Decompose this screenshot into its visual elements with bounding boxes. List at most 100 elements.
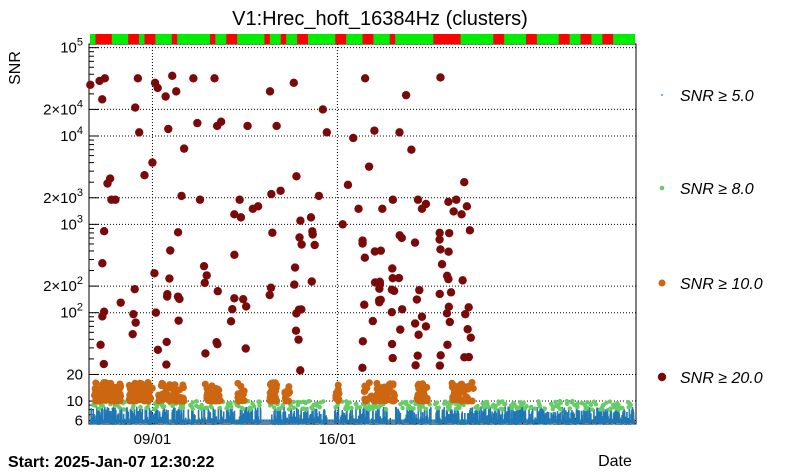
data-point [291,399,296,405]
data-point [239,405,245,411]
data-point [550,412,553,423]
data-point [194,399,199,404]
data-point [346,410,348,423]
data-point [97,422,99,425]
data-point [196,422,198,425]
data-point [219,422,221,425]
data-point [414,391,422,399]
data-point [241,302,251,311]
data-point [540,407,543,423]
data-point [299,422,302,425]
data-point [150,269,159,278]
data-point [363,414,366,423]
data-point [290,409,293,423]
data-point [349,410,352,423]
data-point [306,213,316,222]
data-point [158,414,161,423]
data-point [388,264,397,273]
data-point [475,415,478,423]
data-point [515,422,518,425]
data-point [265,290,274,300]
data-point [322,128,332,137]
data-point [633,422,636,425]
data-point [305,422,308,425]
data-point [257,407,259,423]
legend-label: SNR ≥ 8.0 [680,181,754,198]
data-point [361,382,369,390]
data-point [509,405,514,411]
data-point [112,422,114,425]
data-point [211,422,213,425]
data-point [397,233,406,243]
data-point [96,406,102,411]
data-point [426,407,428,423]
data-point [99,227,109,236]
data-point [439,422,442,425]
data-point [448,414,450,423]
data-point [190,400,196,405]
data-point [277,422,279,425]
data-point [114,407,116,423]
data-point [420,407,422,423]
y-tick-label: 105 [60,37,83,57]
data-point [367,422,370,425]
data-point [572,402,577,408]
data-point [436,410,439,423]
data-point [570,412,572,423]
data-point [410,238,420,247]
data-point [202,271,211,280]
data-point [528,405,533,411]
y-axis-label: SNR [7,51,24,85]
data-point [387,307,397,317]
data-point [610,410,612,423]
data-point [303,412,305,423]
data-point [407,145,416,154]
data-point [514,422,516,425]
data-point [415,385,423,393]
data-point [343,413,346,423]
data-point [151,413,154,423]
data-point [189,74,198,83]
data-point [386,411,388,423]
data-point [359,408,361,423]
data-point [351,415,354,423]
data-point [178,407,181,423]
data-point [318,105,328,114]
data-point [604,412,606,423]
series-band [90,419,635,423]
data-point [458,397,466,405]
data-point [406,406,408,423]
data-point [137,422,139,425]
data-point [485,422,488,425]
data-point [103,409,105,423]
y-tick-label: 20 [66,366,83,383]
data-point [428,408,431,423]
data-point [355,407,357,423]
data-point [271,414,273,423]
data-point [313,422,316,425]
legend-marker [658,279,666,287]
data-point [515,406,518,423]
data-point [588,422,590,425]
data-point [486,415,489,423]
data-point [272,422,274,425]
data-point [420,391,428,399]
data-point [446,413,448,423]
series-snr-20 [86,71,476,375]
data-point [295,233,304,242]
data-point [167,422,170,425]
data-point [153,83,162,93]
data-point [627,422,629,425]
data-point [512,403,517,408]
data-point [276,186,285,195]
data-point [106,379,114,387]
data-point [228,400,233,406]
data-point [149,422,152,425]
data-point [501,422,504,425]
x-tick-label: 16/01 [319,431,357,448]
data-point [600,408,603,423]
data-point [131,103,140,112]
dq-bar-segment [526,34,537,44]
legend: SNR ≥ 5.0 SNR ≥ 8.0 SNR ≥ 10.0 SNR ≥ 20.0 [657,88,763,387]
